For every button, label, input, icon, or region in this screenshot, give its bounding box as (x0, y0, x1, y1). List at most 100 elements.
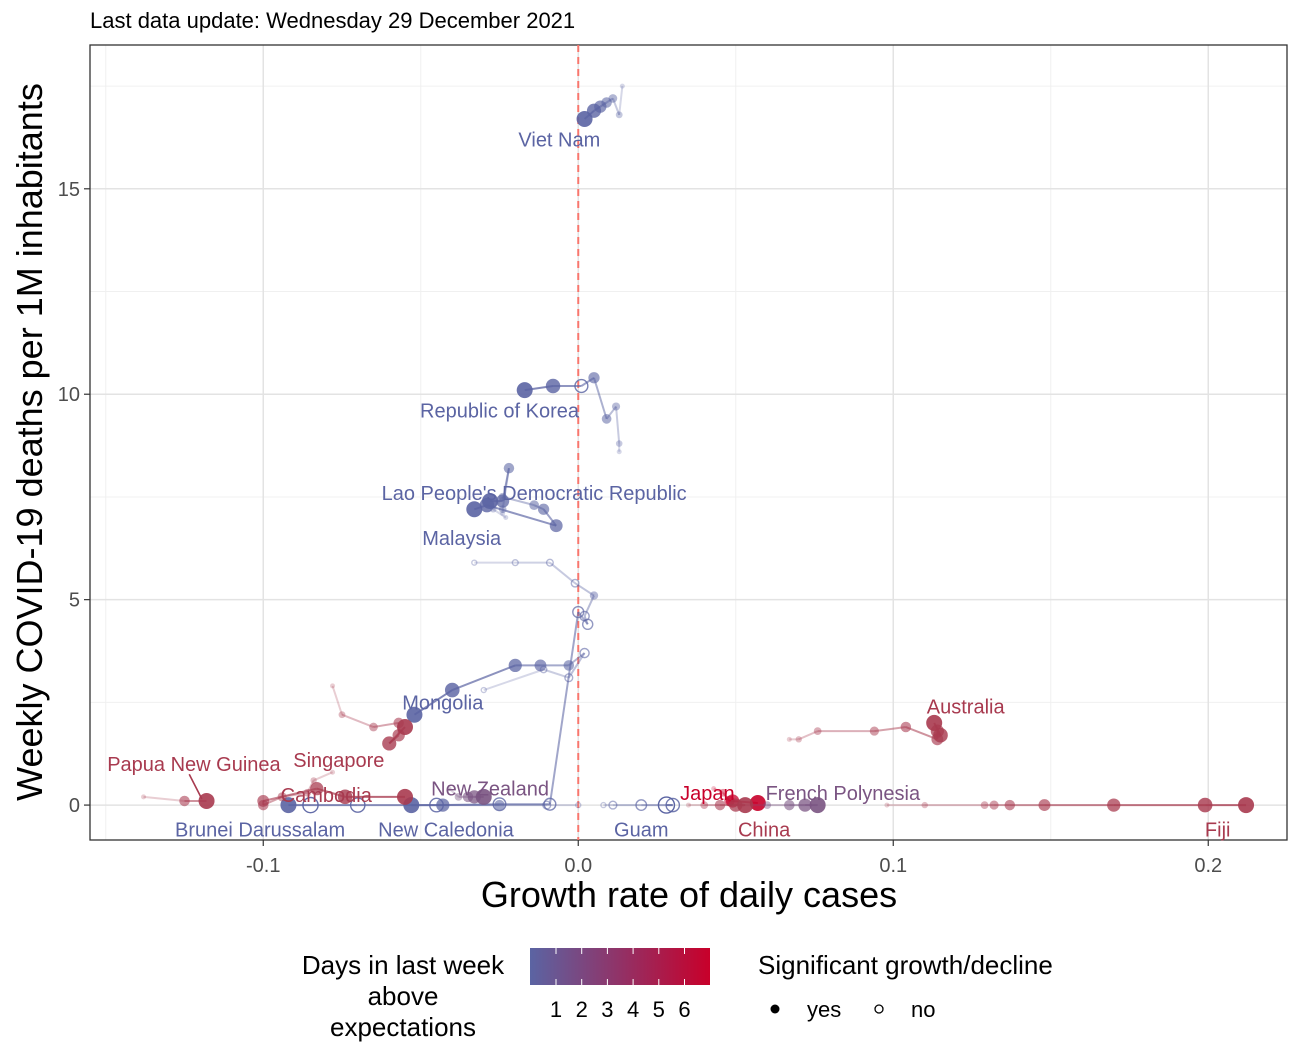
data-point (511, 559, 519, 567)
country-label: Lao People's Democratic Republic (382, 483, 687, 505)
x-tick-label: 0.2 (1194, 855, 1222, 877)
data-point (496, 494, 510, 508)
data-point (615, 440, 623, 447)
data-point (543, 797, 557, 811)
series-fiji (884, 797, 1255, 814)
data-point (406, 706, 423, 723)
data-point (798, 798, 812, 812)
data-point (784, 799, 795, 811)
data-point (611, 402, 621, 411)
data-point (900, 721, 912, 733)
country-label: Guam (614, 820, 668, 842)
data-point (516, 382, 533, 399)
data-point (884, 802, 890, 808)
trajectory-segment (583, 595, 595, 617)
color-legend-title-line-2: above (368, 981, 439, 1011)
data-point (280, 797, 297, 814)
data-point (615, 111, 623, 119)
data-point (303, 788, 312, 797)
data-point (529, 500, 540, 511)
data-point (809, 797, 826, 814)
data-point (665, 797, 681, 813)
data-point (545, 558, 554, 567)
country-label: China (738, 820, 791, 842)
chart-subtitle: Last data update: Wednesday 29 December … (90, 8, 576, 33)
series-cambodia (257, 769, 413, 811)
data-point (480, 686, 487, 694)
data-point (471, 559, 478, 566)
data-point (330, 769, 336, 775)
trajectory-segment (618, 85, 624, 115)
data-point (749, 795, 766, 812)
data-point (813, 727, 822, 735)
colorbar-label: 2 (576, 997, 588, 1022)
data-point (508, 658, 522, 673)
data-point (574, 378, 589, 394)
data-point (686, 802, 691, 808)
trajectory-segment (483, 668, 544, 691)
series-republic-of-korea (516, 372, 623, 455)
x-tick-label: 0.0 (564, 855, 592, 877)
data-point (714, 799, 726, 811)
color-legend-title-line-1: Days in last week (302, 950, 505, 980)
data-point (337, 789, 353, 805)
y-tick-label: 15 (58, 179, 80, 201)
trajectory-segment (611, 98, 621, 116)
country-label: Japan (680, 783, 735, 805)
data-point (657, 796, 676, 814)
data-point (369, 722, 378, 732)
data-point (198, 792, 215, 809)
y-tick-label: 0 (69, 795, 80, 817)
data-point (980, 801, 989, 809)
data-point (446, 786, 452, 792)
country-label: Malaysia (422, 528, 502, 550)
series-new-caledonia (403, 797, 582, 814)
data-point (711, 786, 717, 792)
data-point (397, 788, 413, 805)
data-point (302, 796, 319, 814)
series-china (686, 797, 754, 814)
data-point (563, 660, 575, 671)
data-point (549, 519, 563, 533)
y-tick-label: 5 (69, 590, 80, 612)
data-point (444, 682, 460, 698)
trajectory-segment (713, 787, 724, 794)
data-point (503, 514, 509, 520)
data-point (926, 714, 943, 731)
data-point (537, 503, 550, 515)
series-mongolia (406, 647, 590, 723)
country-label: Mongolia (402, 692, 484, 714)
data-point (500, 510, 506, 516)
data-point (494, 799, 505, 811)
country-label: New Caledonia (378, 820, 515, 842)
data-point (466, 501, 483, 518)
data-point (700, 801, 709, 809)
colorbar-label: 5 (653, 997, 665, 1022)
colorbar-label: 6 (678, 997, 690, 1022)
data-point (1004, 799, 1016, 811)
country-label: Australia (927, 696, 1006, 718)
trajectory-segment (143, 795, 185, 802)
data-point (545, 378, 561, 394)
trajectory-segment (502, 495, 535, 507)
trajectory-segment (492, 508, 507, 519)
data-point (1038, 799, 1051, 812)
trajectory-segment (593, 377, 608, 420)
plot-panel-border (89, 44, 1288, 841)
trajectory-segment (451, 664, 516, 691)
data-point (608, 800, 618, 810)
country-label: Fiji (1205, 820, 1231, 842)
country-label: French Polynesia (766, 783, 921, 805)
data-point (570, 578, 580, 588)
data-point (737, 797, 754, 814)
legend-no-label: no (911, 997, 935, 1022)
data-point (397, 719, 413, 736)
data-point (589, 591, 599, 600)
country-label: Viet Nam (518, 129, 600, 151)
country-label: Papua New Guinea (107, 754, 281, 776)
colorbar-label: 1 (550, 997, 562, 1022)
data-point (921, 801, 928, 809)
data-point (330, 683, 336, 689)
data-point (1107, 798, 1121, 812)
